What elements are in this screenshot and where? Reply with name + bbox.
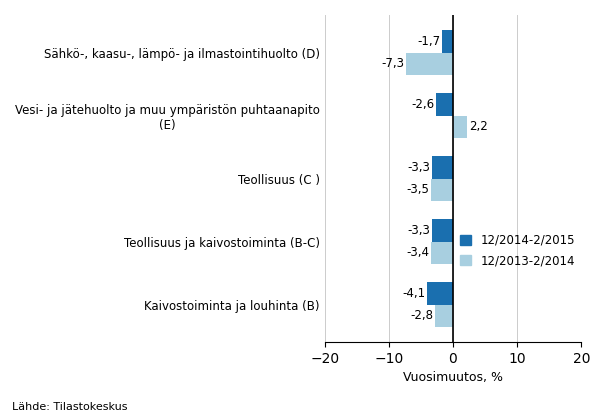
Bar <box>436 93 453 116</box>
Text: -2,6: -2,6 <box>411 98 435 111</box>
Bar <box>431 242 453 264</box>
Bar <box>432 219 453 242</box>
Text: -7,3: -7,3 <box>382 57 405 70</box>
Text: -3,3: -3,3 <box>407 161 430 174</box>
Text: -1,7: -1,7 <box>417 35 440 48</box>
Text: Lähde: Tilastokeskus: Lähde: Tilastokeskus <box>12 402 128 412</box>
Bar <box>427 282 453 305</box>
Legend: 12/2014-2/2015, 12/2013-2/2014: 12/2014-2/2015, 12/2013-2/2014 <box>460 234 575 267</box>
Bar <box>435 305 453 327</box>
Bar <box>406 52 453 75</box>
Bar <box>431 178 453 201</box>
Text: -4,1: -4,1 <box>402 287 425 300</box>
Text: -2,8: -2,8 <box>410 310 433 322</box>
Text: -3,5: -3,5 <box>406 183 429 196</box>
Bar <box>453 116 467 138</box>
X-axis label: Vuosimuutos, %: Vuosimuutos, % <box>403 371 503 384</box>
Text: 2,2: 2,2 <box>469 120 488 134</box>
Text: -3,4: -3,4 <box>407 246 430 260</box>
Text: -3,3: -3,3 <box>407 224 430 237</box>
Bar <box>442 30 453 52</box>
Bar <box>432 156 453 178</box>
